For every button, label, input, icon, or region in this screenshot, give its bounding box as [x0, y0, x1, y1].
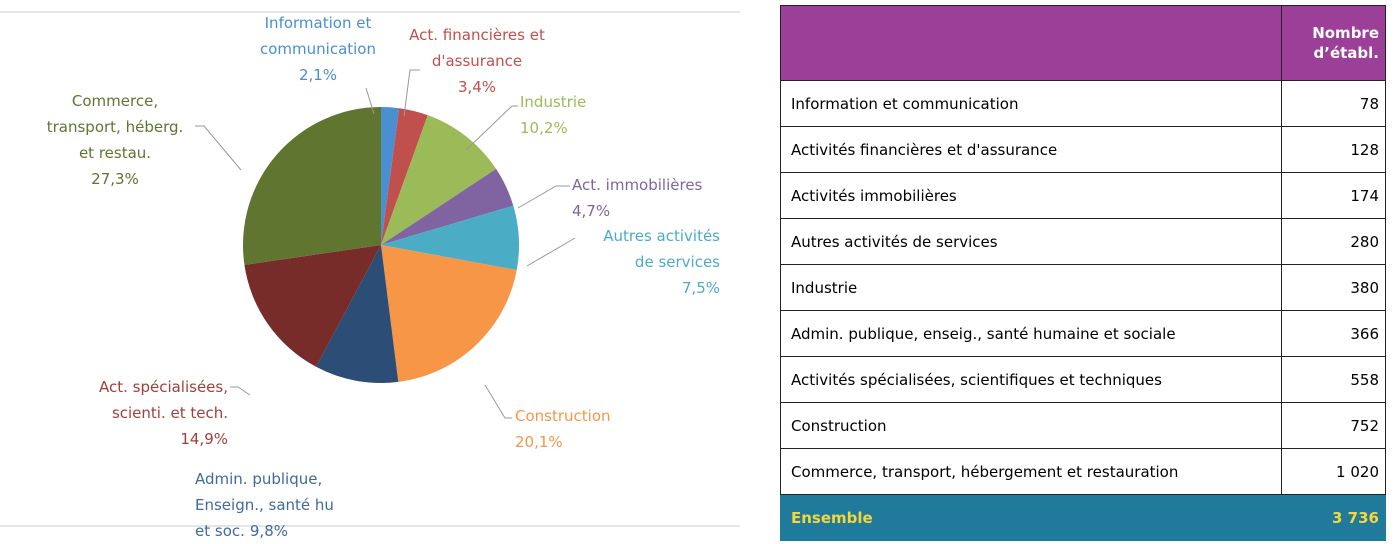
table-row: Information et communication 78	[779, 80, 1386, 127]
category-label: Commerce, transport, héberg. et restau.	[46, 92, 184, 162]
slice-label: Act. financières et d'assurance 3,4%	[409, 22, 545, 100]
cell: Activités financières et d'assurance	[779, 126, 1283, 173]
category-label: Act. immobilières	[572, 176, 703, 194]
cell: Activités spécialisées, scientifiques et…	[779, 356, 1283, 403]
leader-line	[365, 87, 375, 115]
pie-slice	[316, 245, 399, 383]
slice-label: Admin. publique, Enseign., santé hu et s…	[195, 466, 334, 544]
footer-cell: Ensemble	[779, 494, 1283, 541]
chart	[0, 11, 740, 527]
table-row: Autres activités de services 280	[779, 218, 1386, 265]
slice-label: Act. immobilières 4,7%	[572, 172, 702, 224]
table: Nombre d’établ. Information et communicat…	[779, 5, 1386, 541]
table-row: Ensemble 3 736	[779, 494, 1386, 541]
cell: Industrie	[779, 264, 1283, 311]
header-cell	[779, 5, 1283, 81]
cell: Activités immobilières	[779, 172, 1283, 219]
cell: 752	[1281, 402, 1386, 449]
pie-slice	[381, 168, 514, 245]
leader-line	[465, 105, 518, 151]
leader-line	[526, 237, 576, 267]
cell: Information et communication	[779, 80, 1283, 127]
cell: Autres activités de services	[779, 218, 1283, 265]
category-label: Information et communication	[259, 14, 377, 58]
cell: 366	[1281, 310, 1386, 357]
header-cell: Nombre d’établ.	[1281, 5, 1386, 81]
leader-line	[517, 185, 570, 209]
table-row: Nombre d’établ.	[779, 5, 1386, 81]
pie-slice	[381, 107, 400, 245]
pie-slice	[381, 115, 497, 246]
value-label: 2,1%	[298, 66, 338, 84]
cell: 280	[1281, 218, 1386, 265]
cell: Admin. publique, enseig., santé humaine …	[779, 310, 1283, 357]
value-label: 7,5%	[681, 279, 720, 297]
slice-label: Act. spécialisées, scienti. et tech. 14,9…	[99, 374, 228, 452]
leader-line	[403, 69, 420, 117]
cell: Construction	[779, 402, 1283, 449]
leader-line	[484, 384, 512, 419]
pie-slice	[381, 245, 517, 382]
cell: 128	[1281, 126, 1386, 173]
cell: 78	[1281, 80, 1386, 127]
cell: 1 020	[1281, 448, 1386, 495]
category-label: Admin. publique, Enseign., santé hu et s…	[195, 470, 334, 540]
cell: Commerce, transport, hébergement et rest…	[779, 448, 1283, 495]
value-label: 10,2%	[520, 119, 568, 137]
table-row: Commerce, transport, hébergement et rest…	[779, 448, 1386, 495]
category-label: Autres activités de services	[603, 227, 720, 271]
category-label: Construction	[515, 407, 611, 425]
value-label: 14,9%	[180, 430, 228, 448]
leader-line	[195, 125, 242, 171]
cell: 558	[1281, 356, 1386, 403]
value-label: 4,7%	[572, 202, 611, 220]
slice-label: Commerce, transport, héberg. et restau. 2…	[47, 88, 184, 192]
footer-cell: 3 736	[1281, 494, 1386, 541]
category-label: Act. spécialisées, scienti. et tech.	[98, 378, 228, 422]
table-row: Activités financières et d'assurance 128	[779, 126, 1386, 173]
table-row: Construction 752	[779, 402, 1386, 449]
cell: 174	[1281, 172, 1386, 219]
table-row: Industrie 380	[779, 264, 1386, 311]
cell: 380	[1281, 264, 1386, 311]
slice-label: Autres activités de services 7,5%	[603, 223, 720, 301]
slice-label: Information et communication 2,1%	[260, 10, 376, 88]
value-label: 27,3%	[91, 170, 139, 188]
slice-label: Construction 20,1%	[515, 403, 611, 455]
category-label: Act. financières et d'assurance	[409, 26, 545, 70]
leader-line	[230, 386, 251, 396]
table-row: Activités immobilières 174	[779, 172, 1386, 219]
pie-slice	[243, 107, 381, 265]
pie-slice	[381, 205, 519, 271]
pie-slice	[244, 245, 381, 367]
pie-slice	[381, 108, 428, 245]
table-row: Activités spécialisées, scientifiques et…	[779, 356, 1386, 403]
slice-label: Industrie 10,2%	[520, 89, 586, 141]
value-label: 20,1%	[515, 433, 563, 451]
table-row: Admin. publique, enseig., santé humaine …	[779, 310, 1386, 357]
value-label: 3,4%	[457, 78, 497, 96]
value-label: 9,8%	[249, 522, 288, 540]
category-label: Industrie	[520, 93, 587, 111]
